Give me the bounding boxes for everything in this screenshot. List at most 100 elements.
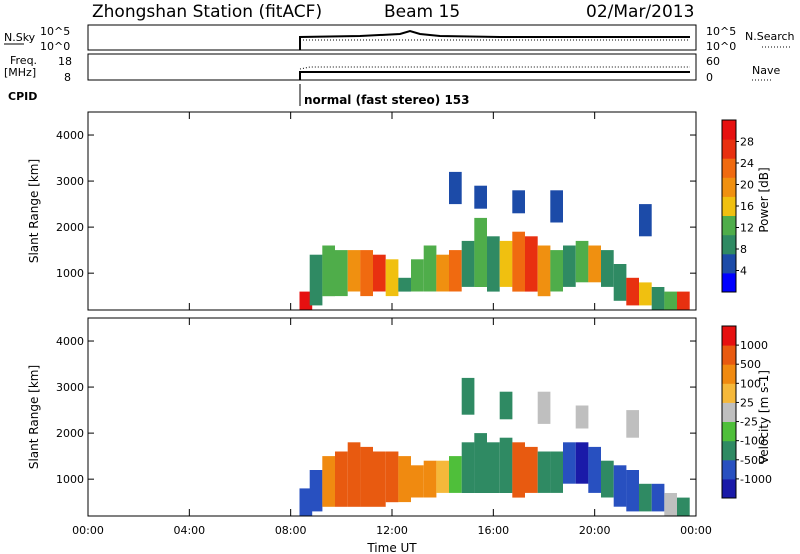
velocity-cell-12 bbox=[449, 456, 462, 493]
velocity-cell-22 bbox=[575, 442, 589, 484]
velocity-colorbar-tick-label-5: -100 bbox=[740, 435, 765, 448]
velocity-colorbar-frame bbox=[721, 325, 737, 499]
power-heatmap-cells bbox=[299, 171, 690, 310]
velocity-cell-34 bbox=[575, 405, 589, 429]
velocity-cell-23 bbox=[588, 446, 601, 493]
power-colorbar-swatch-5 bbox=[722, 177, 736, 197]
velocity-cell-25 bbox=[613, 465, 627, 507]
velocity-colorbar-swatch-6 bbox=[722, 364, 736, 384]
velocity-cell-2 bbox=[322, 456, 335, 507]
power-colorbar-swatch-2 bbox=[722, 234, 736, 255]
velocity-cell-28 bbox=[651, 483, 665, 512]
power-cell-28 bbox=[651, 287, 665, 310]
velocity-cell-4 bbox=[347, 442, 361, 507]
power-colorbar-tick-label-6: 28 bbox=[740, 136, 754, 149]
freq-trace bbox=[299, 71, 690, 80]
velocity-colorbar: 1000 500 100 25 -25 -100 -500 -1000 bbox=[721, 325, 772, 499]
velocity-ytick-label-2: 3000 bbox=[56, 381, 84, 394]
power-cell-31 bbox=[449, 171, 462, 205]
power-colorbar-tick-label-2: 12 bbox=[740, 222, 754, 235]
power-cell-17 bbox=[512, 231, 525, 292]
power-cell-25 bbox=[613, 264, 627, 301]
velocity-cell-35 bbox=[626, 410, 639, 438]
power-cell-22 bbox=[575, 240, 589, 283]
velocity-cell-13 bbox=[461, 442, 475, 493]
nsearch-label: N.Search bbox=[745, 30, 795, 43]
power-cell-1 bbox=[309, 254, 323, 306]
power-colorbar-tick-label-4: 20 bbox=[740, 179, 754, 192]
velocity-colorbar-swatch-7 bbox=[722, 345, 736, 365]
velocity-cell-6 bbox=[373, 451, 386, 507]
velocity-colorbar-tick-label-3: 25 bbox=[740, 396, 754, 409]
velocity-cell-21 bbox=[563, 442, 576, 484]
power-ytick-label-1: 2000 bbox=[56, 221, 84, 234]
power-cell-34 bbox=[550, 190, 563, 223]
power-cell-19 bbox=[537, 245, 551, 297]
nsky-tick-bottom: 10^0 bbox=[40, 40, 70, 53]
velocity-cell-5 bbox=[360, 446, 373, 507]
power-cell-16 bbox=[499, 240, 513, 287]
freq-tick-top: 18 bbox=[58, 55, 72, 68]
velocity-ylabel: Slant Range [km] bbox=[27, 365, 41, 469]
power-colorbar-tick-label-3: 16 bbox=[740, 200, 754, 213]
velocity-colorbar-swatch-2 bbox=[722, 440, 736, 461]
power-cell-27 bbox=[639, 282, 652, 306]
power-colorbar-swatch-1 bbox=[722, 253, 736, 274]
nave-trace bbox=[299, 66, 690, 70]
nsky-tick-top: 10^5 bbox=[40, 25, 70, 38]
xtick-label-4: 16:00 bbox=[477, 524, 509, 537]
power-cell-15 bbox=[487, 236, 500, 292]
velocity-cell-1 bbox=[309, 470, 323, 512]
date-title: 02/Mar/2013 bbox=[586, 2, 694, 22]
xlabel: Time UT bbox=[366, 541, 417, 554]
power-ytick-label-0: 1000 bbox=[56, 267, 84, 280]
cpid-text: normal (fast stereo) 153 bbox=[304, 93, 470, 107]
power-cell-30 bbox=[677, 291, 690, 310]
velocity-colorbar-swatch-5 bbox=[722, 383, 736, 403]
power-y-axis: 1000 2000 3000 4000 bbox=[56, 129, 696, 280]
nsky-trace bbox=[299, 29, 690, 50]
velocity-ytick-label-3: 4000 bbox=[56, 335, 84, 348]
velocity-colorbar-tick-label-7: -1000 bbox=[740, 473, 772, 486]
freq-panel bbox=[87, 53, 697, 81]
velocity-colorbar-label: Velocity [m s-1] bbox=[757, 370, 771, 464]
station-title: Zhongshan Station (fitACF) bbox=[92, 2, 322, 22]
velocity-cell-11 bbox=[436, 460, 449, 493]
velocity-cell-26 bbox=[626, 470, 639, 512]
power-cell-29 bbox=[664, 291, 677, 310]
velocity-colorbar-tick-label-2: 100 bbox=[740, 377, 761, 390]
nsearch-tick-top: 10^5 bbox=[706, 25, 736, 38]
power-cell-24 bbox=[601, 250, 614, 287]
velocity-cell-33 bbox=[537, 391, 551, 424]
power-cell-14 bbox=[474, 217, 487, 287]
power-cell-9 bbox=[411, 259, 424, 292]
nave-tick-bottom: 0 bbox=[706, 71, 713, 84]
power-colorbar: 4 8 12 16 20 24 28 bbox=[721, 119, 754, 293]
velocity-cell-15 bbox=[487, 442, 500, 493]
velocity-cell-8 bbox=[398, 456, 411, 503]
velocity-cell-17 bbox=[512, 442, 525, 498]
power-cell-7 bbox=[385, 259, 399, 297]
velocity-cell-24 bbox=[601, 460, 614, 498]
velocity-heatmap-cells bbox=[299, 377, 690, 516]
velocity-cell-3 bbox=[335, 451, 348, 507]
nsearch-tick-bottom: 10^0 bbox=[706, 40, 736, 53]
velocity-cell-30 bbox=[677, 497, 690, 516]
power-ytick-label-2: 3000 bbox=[56, 175, 84, 188]
power-colorbar-tick-label-1: 8 bbox=[740, 243, 747, 256]
velocity-colorbar-swatch-3 bbox=[722, 421, 736, 442]
velocity-cell-32 bbox=[499, 391, 513, 420]
power-cell-0 bbox=[299, 291, 313, 310]
velocity-cell-27 bbox=[639, 483, 652, 512]
power-cell-20 bbox=[550, 250, 563, 292]
freq-tick-bottom: 8 bbox=[64, 71, 71, 84]
power-cell-18 bbox=[525, 236, 538, 292]
power-cell-21 bbox=[563, 245, 576, 287]
cpid-label: CPID bbox=[8, 90, 37, 103]
nsky-panel bbox=[87, 24, 697, 51]
velocity-ytick-label-1: 2000 bbox=[56, 427, 84, 440]
power-colorbar-tick-label-0: 4 bbox=[740, 265, 747, 278]
power-cell-12 bbox=[449, 250, 462, 292]
power-cell-4 bbox=[347, 250, 361, 292]
power-cell-8 bbox=[398, 277, 411, 292]
